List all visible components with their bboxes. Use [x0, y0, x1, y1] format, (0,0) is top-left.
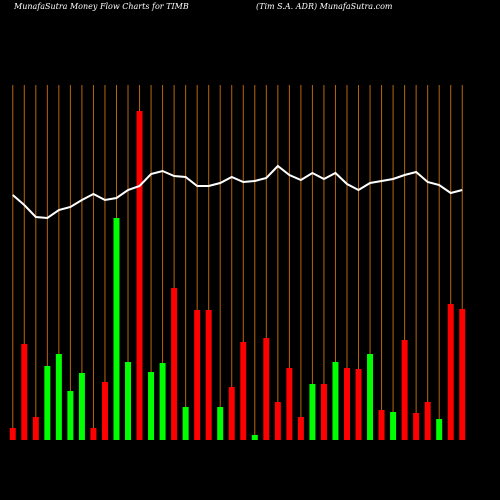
bar: [413, 413, 420, 440]
bar: [101, 382, 108, 440]
bar: [355, 369, 362, 440]
line: [12, 164, 463, 220]
bar: [240, 342, 247, 440]
bar: [390, 412, 397, 440]
bar: [401, 340, 408, 440]
bar: [67, 391, 74, 440]
chart-subtitle: (Tim S.A. ADR) MunafaSutra.com: [256, 2, 393, 11]
bar: [9, 428, 16, 440]
bar: [297, 417, 304, 440]
bar: [367, 354, 374, 440]
bar: [159, 363, 166, 440]
bar: [217, 407, 224, 440]
bar: [78, 373, 85, 440]
bar: [194, 310, 201, 440]
bar: [447, 304, 454, 440]
chart-title: MunafaSutra Money Flow Charts for TIMB: [13, 2, 189, 11]
bar: [424, 402, 431, 440]
bar: [171, 288, 178, 440]
bar: [274, 402, 281, 440]
bar: [205, 310, 212, 440]
bar: [32, 417, 39, 440]
bar: [378, 410, 385, 440]
bar: [343, 368, 350, 440]
bar: [21, 344, 28, 440]
bar: [436, 419, 443, 440]
bar: [136, 111, 143, 440]
bar: [263, 338, 270, 440]
bar: [90, 428, 97, 440]
bar: [125, 362, 132, 440]
bar: [228, 387, 235, 440]
bar: [55, 354, 62, 440]
bar: [459, 309, 466, 440]
bar: [113, 218, 120, 440]
bar: [251, 435, 258, 440]
bar: [44, 366, 51, 440]
bar: [309, 384, 316, 440]
bar: [182, 407, 189, 440]
bar: [332, 362, 339, 440]
bar: [320, 384, 327, 440]
bar: [148, 372, 155, 440]
bar: [286, 368, 293, 440]
